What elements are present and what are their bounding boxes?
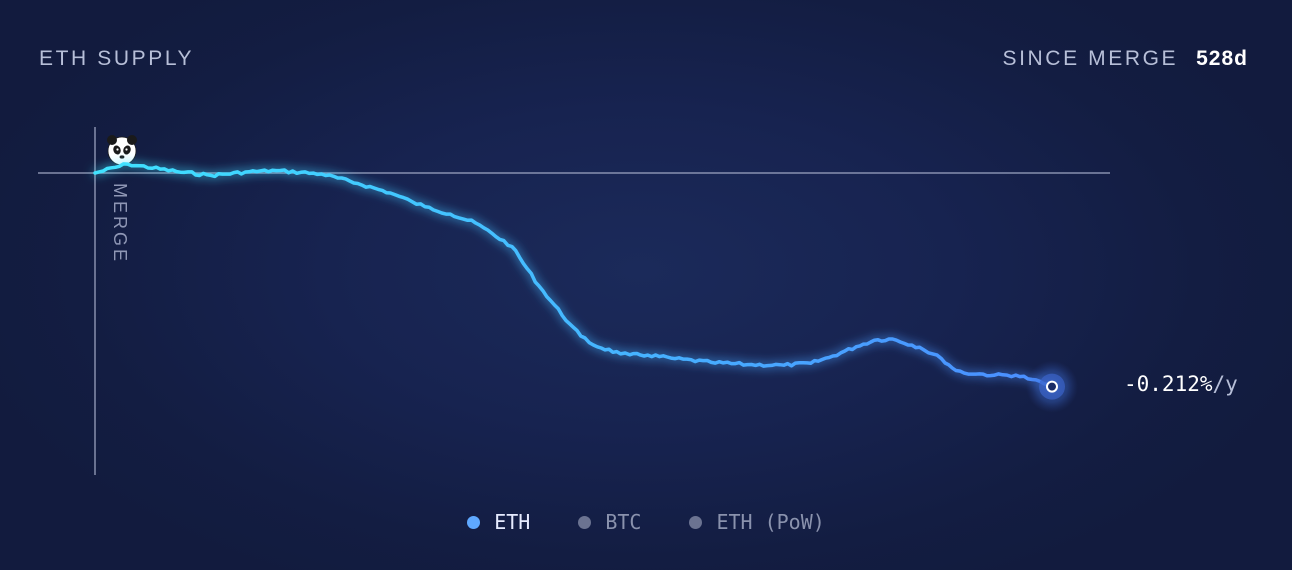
legend-dot-icon [689,515,703,529]
endpoint-marker[interactable] [1046,380,1058,393]
panda-icon [107,135,137,166]
chart-title: ETH SUPPLY [39,47,195,70]
period-value: 528d [1196,47,1248,70]
legend-dot-icon [467,515,481,529]
period-indicator: SINCE MERGE 528d [1003,47,1249,71]
legend-label: BTC [605,510,642,534]
rate-label: -0.212%/y [1124,372,1238,396]
legend: ETH BTC ETH (PoW) [0,510,1292,534]
rate-value: -0.212% [1124,372,1213,396]
period-label: SINCE MERGE [1002,47,1179,70]
legend-item-eth[interactable]: ETH [467,510,530,534]
legend-label: ETH [494,510,531,534]
merge-label: MERGE [110,183,130,264]
legend-item-btc[interactable]: BTC [578,510,641,534]
legend-label: ETH (PoW) [716,510,825,534]
legend-dot-icon [578,515,592,529]
series-line-eth [93,162,1054,389]
rate-unit: /y [1212,372,1238,396]
legend-item-eth-pow[interactable]: ETH (PoW) [689,510,825,534]
